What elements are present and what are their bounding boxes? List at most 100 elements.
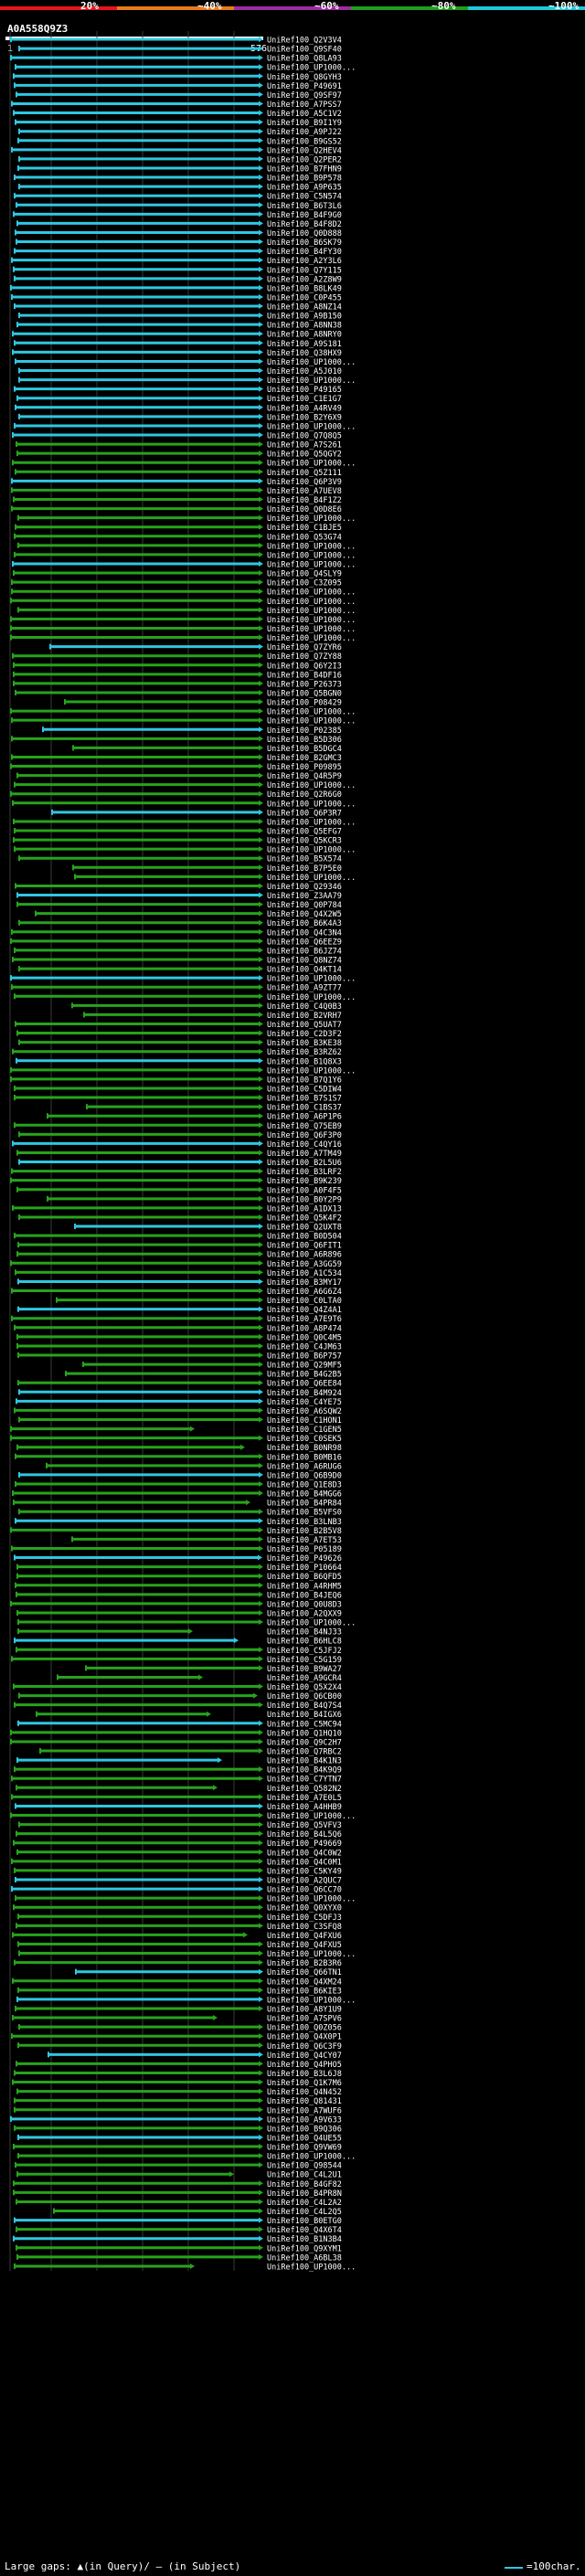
- hit-label[interactable]: UniRef100_Q66TN1: [267, 1968, 342, 1977]
- hit-label[interactable]: UniRef100_UP1000...: [267, 1066, 356, 1076]
- hit-label[interactable]: UniRef100_UP1000...: [267, 975, 356, 984]
- hit-label[interactable]: UniRef100_B4GF82: [267, 2180, 342, 2189]
- hit-label[interactable]: UniRef100_B6QFD5: [267, 1573, 342, 1582]
- hit-label[interactable]: UniRef100_Q2R6G0: [267, 790, 342, 800]
- hit-label[interactable]: UniRef100_UP1000...: [267, 846, 356, 855]
- hit-label[interactable]: UniRef100_A2QUC7: [267, 1877, 342, 1886]
- hit-label[interactable]: UniRef100_UP1000...: [267, 634, 356, 643]
- hit-label[interactable]: UniRef100_B9Q306: [267, 2125, 342, 2134]
- hit-label[interactable]: UniRef100_Q6P3V9: [267, 478, 342, 487]
- hit-label[interactable]: UniRef100_C1GEN5: [267, 1426, 342, 1435]
- hit-label[interactable]: UniRef100_B6JZ74: [267, 947, 342, 956]
- hit-label[interactable]: UniRef100_B8LK49: [267, 284, 342, 293]
- hit-label[interactable]: UniRef100_A8NZ14: [267, 303, 342, 313]
- hit-label[interactable]: UniRef100_UP1000...: [267, 818, 356, 827]
- hit-label[interactable]: UniRef100_Q5X2X4: [267, 1683, 342, 1692]
- hit-label[interactable]: UniRef100_A6SQW2: [267, 1407, 342, 1416]
- hit-label[interactable]: UniRef100_Q5BGN0: [267, 689, 342, 698]
- hit-label[interactable]: UniRef100_B9P578: [267, 175, 342, 184]
- hit-label[interactable]: UniRef100_Q9VW69: [267, 2144, 342, 2153]
- hit-label[interactable]: UniRef100_Q98544: [267, 2162, 342, 2171]
- hit-label[interactable]: UniRef100_UP1000...: [267, 376, 356, 386]
- hit-label[interactable]: UniRef100_UP1000...: [267, 1996, 356, 2005]
- hit-label[interactable]: UniRef100_A7WUF6: [267, 2106, 342, 2115]
- hit-label[interactable]: UniRef100_UP1000...: [267, 460, 356, 469]
- hit-label[interactable]: UniRef100_Q4FXU5: [267, 1941, 342, 1950]
- hit-label[interactable]: UniRef100_B0D504: [267, 1233, 342, 1242]
- hit-label[interactable]: UniRef100_Q7Y115: [267, 266, 342, 275]
- hit-label[interactable]: UniRef100_B9I1Y9: [267, 119, 342, 128]
- hit-label[interactable]: UniRef100_B6SK79: [267, 239, 342, 248]
- hit-label[interactable]: UniRef100_A8Y1U9: [267, 2005, 342, 2014]
- hit-label[interactable]: UniRef100_B4PR84: [267, 1500, 342, 1509]
- hit-label[interactable]: UniRef100_B4DF16: [267, 671, 342, 680]
- hit-label[interactable]: UniRef100_Q6FIT1: [267, 1242, 342, 1251]
- hit-label[interactable]: UniRef100_C1BS37: [267, 1104, 342, 1113]
- hit-label[interactable]: UniRef100_Q5VFV3: [267, 1821, 342, 1830]
- hit-label[interactable]: UniRef100_C4L2U1: [267, 2171, 342, 2180]
- hit-label[interactable]: UniRef100_B9WA27: [267, 1665, 342, 1674]
- hit-label[interactable]: UniRef100_UP1000...: [267, 1895, 356, 1904]
- hit-label[interactable]: UniRef100_Q4XM24: [267, 1977, 342, 1987]
- hit-label[interactable]: UniRef100_B0ETG0: [267, 2217, 342, 2226]
- hit-label[interactable]: UniRef100_Q6CC70: [267, 1886, 342, 1895]
- hit-label[interactable]: UniRef100_Q4CY07: [267, 2051, 342, 2061]
- hit-label[interactable]: UniRef100_Q0D8E6: [267, 505, 342, 514]
- hit-label[interactable]: UniRef100_Z3AA79: [267, 892, 342, 901]
- hit-label[interactable]: UniRef100_B9GS52: [267, 137, 342, 146]
- hit-label[interactable]: UniRef100_B4JEQ6: [267, 1591, 342, 1600]
- hit-label[interactable]: UniRef100_Q1HQ10: [267, 1729, 342, 1738]
- hit-label[interactable]: UniRef100_Q0XYX0: [267, 1904, 342, 1913]
- hit-label[interactable]: UniRef100_A7E9T6: [267, 1315, 342, 1324]
- hit-label[interactable]: UniRef100_A7UEV8: [267, 487, 342, 496]
- hit-label[interactable]: UniRef100_Q0P784: [267, 901, 342, 910]
- hit-label[interactable]: UniRef100_B5D306: [267, 736, 342, 745]
- hit-label[interactable]: UniRef100_Q4C0W2: [267, 1849, 342, 1858]
- hit-label[interactable]: UniRef100_A7ET53: [267, 1536, 342, 1545]
- hit-label[interactable]: UniRef100_Q0C4M5: [267, 1333, 342, 1342]
- hit-label[interactable]: UniRef100_A0F4F5: [267, 1186, 342, 1195]
- hit-label[interactable]: UniRef100_C5MC94: [267, 1720, 342, 1729]
- hit-label[interactable]: UniRef100_C4Q0B3: [267, 1002, 342, 1012]
- hit-label[interactable]: UniRef100_B2B5V8: [267, 1527, 342, 1536]
- hit-label[interactable]: UniRef100_Q4N452: [267, 2088, 342, 2097]
- hit-label[interactable]: UniRef100_B5DGC4: [267, 745, 342, 754]
- hit-label[interactable]: UniRef100_Q9XYM1: [267, 2244, 342, 2253]
- hit-label[interactable]: UniRef100_Q6C3F9: [267, 2042, 342, 2051]
- hit-label[interactable]: UniRef100_B4FY30: [267, 248, 342, 257]
- hit-label[interactable]: UniRef100_UP1000...: [267, 616, 356, 625]
- hit-label[interactable]: UniRef100_B1Q8X3: [267, 1057, 342, 1066]
- hit-label[interactable]: UniRef100_UP1000...: [267, 64, 356, 73]
- hit-label[interactable]: UniRef100_A9GCR4: [267, 1674, 342, 1683]
- hit-label[interactable]: UniRef100_C1HON1: [267, 1416, 342, 1426]
- hit-label[interactable]: UniRef100_A6BL38: [267, 2253, 342, 2263]
- hit-label[interactable]: UniRef100_Q5EFG7: [267, 828, 342, 837]
- hit-label[interactable]: UniRef100_Q5KCR3: [267, 837, 342, 846]
- hit-label[interactable]: UniRef100_A9V633: [267, 2115, 342, 2125]
- hit-label[interactable]: UniRef100_UP1000...: [267, 2153, 356, 2162]
- hit-label[interactable]: UniRef100_UP1000...: [267, 1812, 356, 1821]
- hit-label[interactable]: UniRef100_UP1000...: [267, 874, 356, 883]
- hit-label[interactable]: UniRef100_P49626: [267, 1554, 342, 1564]
- hit-label[interactable]: UniRef100_B0NR98: [267, 1444, 342, 1453]
- hit-label[interactable]: UniRef100_Q0U8D3: [267, 1600, 342, 1609]
- hit-label[interactable]: UniRef100_A9B150: [267, 313, 342, 322]
- hit-label[interactable]: UniRef100_B6HLC8: [267, 1638, 342, 1647]
- hit-label[interactable]: UniRef100_Q6EEZ9: [267, 938, 342, 947]
- hit-label[interactable]: UniRef100_P05189: [267, 1545, 342, 1554]
- hit-label[interactable]: UniRef100_B4F8D2: [267, 220, 342, 229]
- hit-label[interactable]: UniRef100_Q582N2: [267, 1785, 342, 1794]
- hit-label[interactable]: UniRef100_A7E0L5: [267, 1794, 342, 1803]
- hit-label[interactable]: UniRef100_B4K1N3: [267, 1757, 342, 1766]
- hit-label[interactable]: UniRef100_A5C1V2: [267, 110, 342, 119]
- hit-label[interactable]: UniRef100_B5X574: [267, 855, 342, 864]
- hit-label[interactable]: UniRef100_UP1000...: [267, 2263, 356, 2272]
- hit-label[interactable]: UniRef100_P49669: [267, 1839, 342, 1849]
- hit-label[interactable]: UniRef100_A3GG59: [267, 1260, 342, 1269]
- hit-label[interactable]: UniRef100_UP1000...: [267, 708, 356, 717]
- hit-label[interactable]: UniRef100_B4NJ33: [267, 1628, 342, 1638]
- hit-label[interactable]: UniRef100_B4F1Z2: [267, 496, 342, 505]
- hit-label[interactable]: UniRef100_Q7ZY88: [267, 652, 342, 662]
- hit-label[interactable]: UniRef100_Q2HEV4: [267, 146, 342, 155]
- hit-label[interactable]: UniRef100_Q53G74: [267, 533, 342, 542]
